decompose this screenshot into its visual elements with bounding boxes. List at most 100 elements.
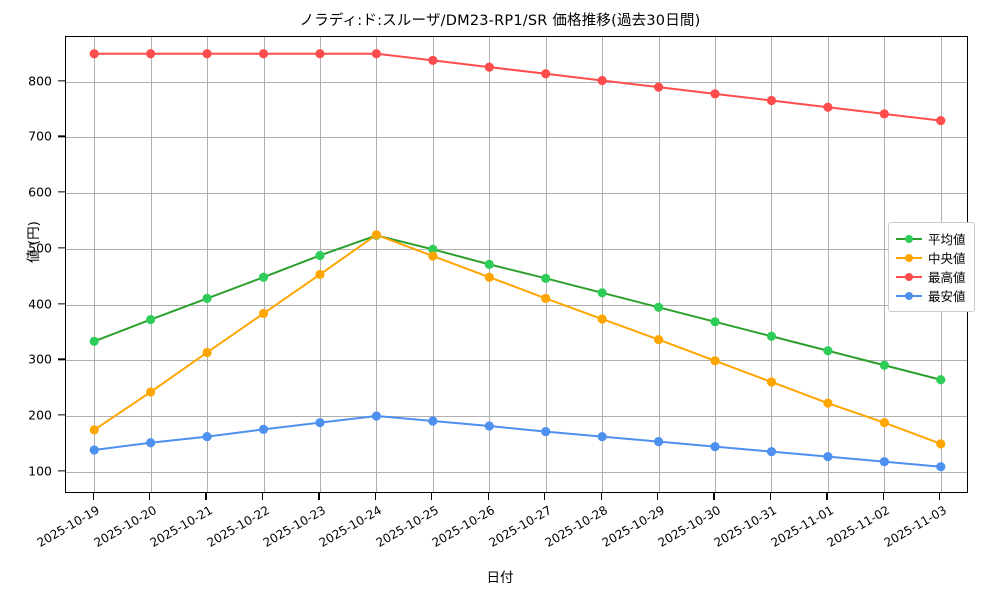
x-axis-label: 日付 [486, 570, 514, 586]
legend-label: 平均値 [928, 232, 966, 247]
gridline-vertical [150, 37, 152, 492]
data-point-marker [371, 230, 382, 240]
x-tick-mark [374, 493, 377, 500]
x-tick-mark [939, 493, 941, 500]
y-tick-mark [58, 135, 65, 137]
gridline-vertical [658, 37, 660, 492]
x-tick-mark [713, 493, 715, 500]
gridline-vertical [771, 37, 773, 492]
data-point-marker [146, 49, 156, 59]
data-point-marker [823, 452, 833, 462]
y-tick-label: 200 [28, 407, 52, 423]
legend-swatch-icon [896, 251, 922, 265]
data-point-marker [766, 377, 777, 387]
data-point-marker [597, 288, 607, 298]
plot-area [65, 36, 968, 493]
x-tick-mark [826, 493, 828, 500]
data-point-marker [202, 431, 212, 442]
gridline-vertical [545, 37, 547, 492]
data-point-marker [823, 102, 833, 112]
y-tick-label: 300 [28, 351, 52, 367]
x-tick-mark [318, 493, 320, 500]
gridline-horizontal [66, 137, 967, 139]
series-line [93, 234, 942, 381]
data-point-marker [823, 346, 833, 356]
data-point-marker [202, 49, 212, 59]
chart-title: ノラディ:ド:スルーザ/DM23-RP1/SR 価格推移(過去30日間) [299, 13, 701, 29]
data-point-marker [653, 437, 664, 447]
y-tick-mark [58, 470, 65, 472]
legend-item[interactable]: 中央値 [896, 248, 966, 267]
data-point-marker [710, 356, 720, 366]
data-point-marker [89, 425, 99, 435]
y-tick-mark [58, 302, 65, 305]
gridline-horizontal [66, 360, 967, 362]
data-point-marker [371, 411, 382, 421]
data-point-marker [710, 442, 720, 452]
gridline-horizontal [66, 304, 967, 306]
data-point-marker [936, 439, 946, 449]
x-tick-mark [882, 493, 884, 500]
legend-item[interactable]: 最高値 [896, 267, 966, 286]
series-line [93, 233, 942, 445]
data-point-marker [315, 418, 325, 428]
gridline-horizontal [66, 81, 967, 83]
data-point-marker [484, 272, 494, 282]
data-point-marker [766, 331, 777, 341]
data-point-marker [484, 62, 494, 72]
gridline-horizontal [66, 248, 967, 250]
data-point-marker [202, 347, 212, 358]
gridline-vertical [207, 37, 209, 492]
data-point-marker [541, 426, 551, 437]
gridline-vertical [884, 37, 886, 492]
y-tick-mark [58, 79, 65, 82]
data-point-marker [653, 335, 664, 345]
data-point-marker [879, 109, 889, 119]
data-point-marker [428, 55, 438, 66]
y-tick-mark [58, 414, 65, 416]
y-tick-mark [58, 247, 65, 249]
series-layer [89, 49, 946, 472]
x-tick-mark [600, 493, 602, 500]
series-line [93, 52, 942, 122]
data-point-marker [541, 293, 551, 303]
legend-item[interactable]: 平均値 [896, 229, 966, 248]
data-point-marker [936, 115, 946, 126]
x-tick-mark [205, 493, 207, 500]
gridline-vertical [715, 37, 717, 492]
data-point-marker [879, 418, 889, 428]
gridline-vertical [827, 37, 829, 492]
data-point-marker [710, 89, 720, 99]
legend-swatch-icon [896, 289, 922, 303]
data-point-marker [89, 445, 99, 455]
y-axis-label: 値 (円) [26, 221, 42, 263]
gridline-vertical [319, 37, 321, 492]
legend-swatch-icon [896, 232, 922, 246]
legend-item[interactable]: 最安値 [896, 286, 966, 305]
data-point-marker [89, 49, 99, 59]
data-point-marker [146, 314, 156, 325]
data-point-marker [428, 244, 438, 254]
data-point-marker [766, 95, 777, 106]
data-point-marker [202, 293, 212, 303]
gridline-vertical [432, 37, 434, 492]
data-point-marker [710, 317, 720, 327]
data-point-marker [258, 272, 269, 282]
y-tick-label: 700 [28, 128, 52, 144]
x-tick-mark [769, 493, 772, 500]
data-point-marker [428, 251, 438, 261]
legend-label: 中央値 [928, 251, 966, 266]
y-tick-label: 100 [28, 463, 52, 479]
gridline-horizontal [66, 415, 967, 417]
legend-label: 最安値 [928, 289, 966, 304]
data-point-marker [541, 69, 551, 79]
x-tick-mark [261, 493, 264, 500]
data-point-marker [823, 398, 833, 408]
data-point-marker [258, 424, 269, 434]
data-point-marker [597, 431, 607, 442]
data-point-marker [879, 457, 889, 467]
gridline-vertical [376, 37, 378, 492]
x-tick-mark [656, 493, 659, 500]
data-point-marker [936, 375, 946, 385]
